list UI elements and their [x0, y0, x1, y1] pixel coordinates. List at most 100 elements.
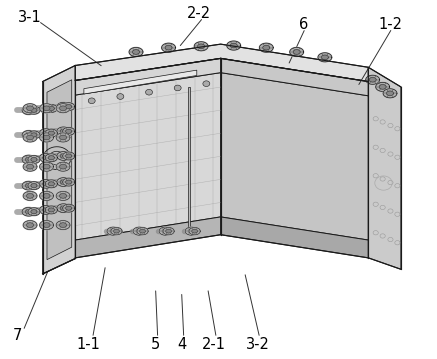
- Polygon shape: [192, 229, 198, 233]
- Polygon shape: [107, 227, 119, 235]
- Polygon shape: [43, 194, 50, 198]
- Polygon shape: [387, 91, 393, 95]
- Circle shape: [88, 98, 95, 104]
- Polygon shape: [290, 47, 304, 56]
- Polygon shape: [27, 164, 34, 169]
- Polygon shape: [49, 107, 54, 111]
- Polygon shape: [56, 104, 70, 113]
- Polygon shape: [28, 208, 40, 216]
- Polygon shape: [59, 164, 66, 169]
- Polygon shape: [49, 131, 54, 135]
- Polygon shape: [162, 229, 168, 233]
- Polygon shape: [49, 182, 54, 186]
- Polygon shape: [369, 78, 376, 82]
- Polygon shape: [43, 65, 75, 274]
- Circle shape: [174, 85, 181, 91]
- Polygon shape: [136, 229, 142, 233]
- Polygon shape: [23, 104, 37, 113]
- Polygon shape: [56, 191, 70, 200]
- Polygon shape: [57, 151, 70, 160]
- Polygon shape: [39, 104, 53, 113]
- Text: 1-2: 1-2: [378, 17, 402, 32]
- Polygon shape: [31, 184, 37, 188]
- Polygon shape: [75, 59, 221, 95]
- Polygon shape: [40, 133, 53, 142]
- Polygon shape: [60, 129, 67, 134]
- Polygon shape: [62, 152, 75, 160]
- Polygon shape: [49, 156, 54, 160]
- Polygon shape: [25, 183, 32, 188]
- Polygon shape: [84, 70, 197, 94]
- Polygon shape: [57, 102, 70, 111]
- Polygon shape: [227, 41, 241, 50]
- Polygon shape: [75, 44, 368, 81]
- Polygon shape: [368, 67, 401, 269]
- Polygon shape: [43, 135, 50, 140]
- Polygon shape: [166, 229, 171, 233]
- Polygon shape: [62, 127, 75, 135]
- Polygon shape: [293, 50, 300, 54]
- Polygon shape: [322, 55, 328, 60]
- Polygon shape: [31, 158, 37, 162]
- Polygon shape: [25, 133, 32, 137]
- Polygon shape: [318, 53, 332, 62]
- Polygon shape: [133, 227, 146, 235]
- Polygon shape: [59, 194, 66, 198]
- Polygon shape: [47, 80, 72, 260]
- Polygon shape: [39, 129, 53, 137]
- Polygon shape: [66, 180, 72, 184]
- Text: 7: 7: [13, 328, 23, 343]
- Polygon shape: [140, 229, 146, 233]
- Polygon shape: [56, 162, 70, 171]
- Text: 2-1: 2-1: [202, 337, 226, 351]
- Polygon shape: [188, 229, 194, 233]
- Polygon shape: [366, 75, 380, 84]
- Polygon shape: [45, 206, 57, 214]
- Polygon shape: [43, 223, 50, 227]
- Polygon shape: [22, 181, 35, 190]
- Polygon shape: [43, 208, 49, 212]
- Polygon shape: [39, 153, 53, 162]
- Polygon shape: [22, 155, 35, 164]
- Polygon shape: [230, 43, 237, 48]
- Polygon shape: [27, 223, 34, 227]
- Polygon shape: [40, 191, 53, 200]
- Polygon shape: [49, 208, 54, 212]
- Text: 3-1: 3-1: [18, 10, 42, 25]
- Polygon shape: [111, 228, 122, 235]
- Polygon shape: [132, 50, 139, 54]
- Polygon shape: [263, 46, 270, 50]
- Polygon shape: [59, 106, 66, 111]
- Polygon shape: [60, 154, 67, 158]
- Polygon shape: [43, 106, 50, 111]
- Polygon shape: [198, 44, 205, 48]
- Polygon shape: [62, 204, 75, 212]
- Polygon shape: [39, 180, 53, 188]
- Polygon shape: [66, 206, 72, 210]
- Polygon shape: [23, 133, 37, 142]
- Polygon shape: [43, 182, 49, 186]
- Polygon shape: [165, 46, 172, 50]
- Polygon shape: [62, 178, 75, 186]
- Polygon shape: [40, 104, 53, 113]
- Polygon shape: [194, 42, 208, 51]
- Polygon shape: [56, 133, 70, 142]
- Polygon shape: [162, 43, 176, 52]
- Polygon shape: [27, 135, 34, 140]
- Polygon shape: [27, 194, 34, 198]
- Polygon shape: [110, 229, 116, 233]
- Text: 2-2: 2-2: [187, 6, 211, 21]
- Polygon shape: [75, 217, 221, 258]
- Polygon shape: [376, 82, 389, 92]
- Polygon shape: [45, 129, 57, 137]
- Polygon shape: [23, 191, 37, 200]
- Text: 4: 4: [177, 337, 186, 351]
- Polygon shape: [75, 73, 221, 240]
- Text: 5: 5: [151, 337, 160, 351]
- Polygon shape: [45, 154, 57, 162]
- Polygon shape: [221, 59, 368, 96]
- Polygon shape: [40, 220, 53, 230]
- Polygon shape: [25, 210, 32, 214]
- Circle shape: [203, 81, 210, 87]
- Text: 3-2: 3-2: [246, 337, 270, 351]
